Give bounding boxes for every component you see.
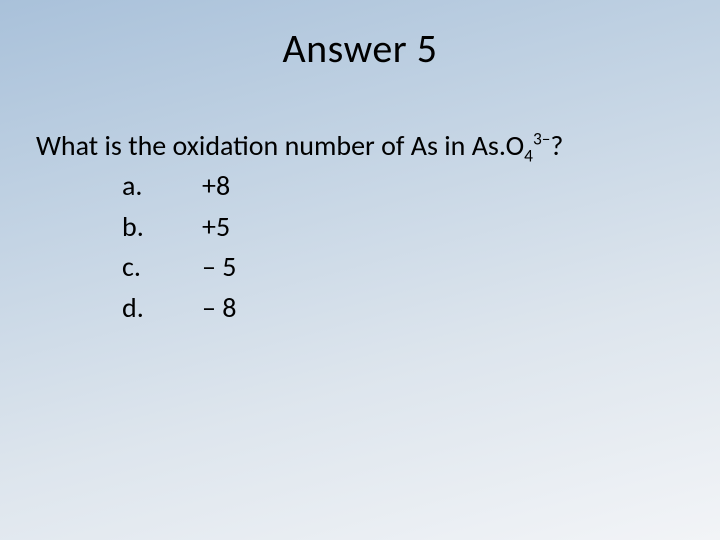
option-label: b.	[122, 207, 202, 248]
question-text: What is the oxidation number of As in As…	[36, 126, 563, 167]
option-value: +8	[202, 166, 230, 207]
option-label: c.	[122, 247, 202, 288]
option-label: d.	[122, 288, 202, 329]
option-value: +5	[202, 207, 230, 248]
option-row: a. +8	[122, 166, 236, 207]
slide-title: Answer 5	[0, 0, 720, 73]
question-suffix: ?	[550, 128, 563, 163]
question-subscript: 4	[524, 145, 533, 167]
options-list: a. +8 b. +5 c. – 5 d. – 8	[122, 166, 236, 328]
option-row: d. – 8	[122, 288, 236, 329]
option-label: a.	[122, 166, 202, 207]
question-superscript: 3–	[533, 128, 550, 150]
option-value: – 5	[202, 247, 236, 288]
option-row: b. +5	[122, 207, 236, 248]
slide: Answer 5 What is the oxidation number of…	[0, 0, 720, 540]
option-value: – 8	[202, 288, 236, 329]
question-prefix: What is the oxidation number of As in As…	[36, 128, 524, 163]
option-row: c. – 5	[122, 247, 236, 288]
